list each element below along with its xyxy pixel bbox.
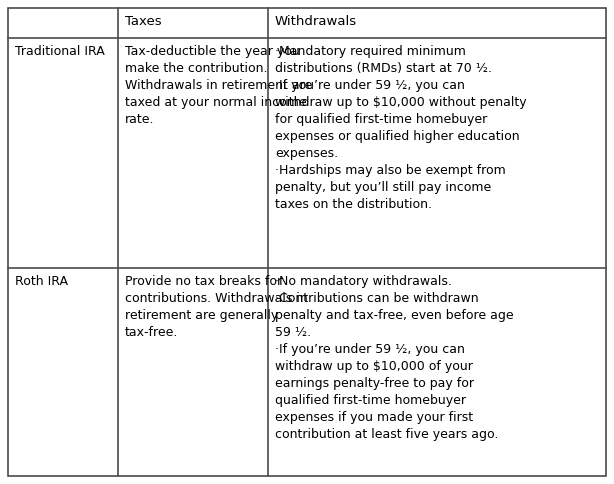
Text: Withdrawals: Withdrawals	[275, 15, 357, 28]
Text: Roth IRA: Roth IRA	[15, 275, 68, 288]
Text: Traditional IRA: Traditional IRA	[15, 45, 105, 58]
Text: Provide no tax breaks for
contributions. Withdrawals in
retirement are generally: Provide no tax breaks for contributions.…	[125, 275, 308, 339]
Text: Tax-deductible the year you
make the contribution.
Withdrawals in retirement are: Tax-deductible the year you make the con…	[125, 45, 313, 126]
Text: ·No mandatory withdrawals.
·Contributions can be withdrawn
penalty and tax-free,: ·No mandatory withdrawals. ·Contribution…	[275, 275, 514, 441]
Text: ·Mandatory required minimum
distributions (RMDs) start at 70 ½.
·If you’re under: ·Mandatory required minimum distribution…	[275, 45, 527, 211]
Text: Taxes: Taxes	[125, 15, 161, 28]
